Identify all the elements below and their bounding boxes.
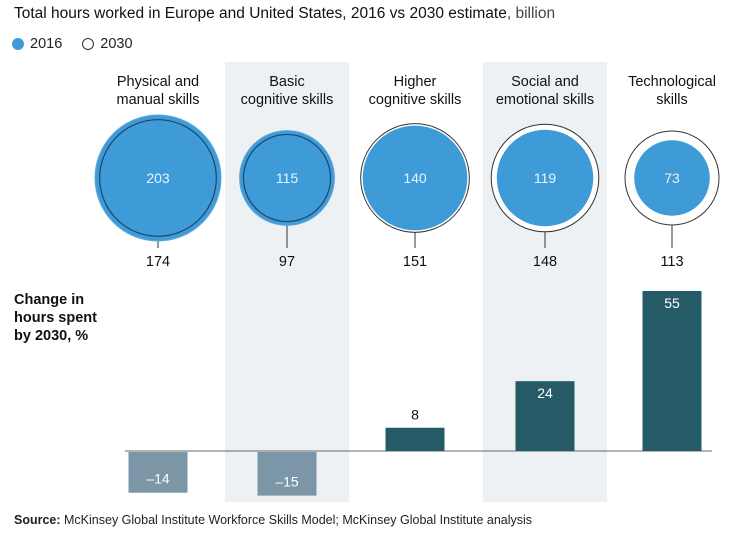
bubble-2016 — [362, 125, 468, 231]
axis-label-line: Change in — [14, 292, 85, 308]
filled-circle-icon — [12, 38, 24, 50]
bubble-value-2030: 148 — [533, 254, 557, 270]
category-label: emotional skills — [496, 92, 594, 108]
source-label: Source: — [14, 513, 61, 527]
category-label: Physical and — [117, 74, 199, 90]
bubble-2016 — [496, 129, 594, 227]
legend-label: 2030 — [100, 36, 133, 52]
legend-label: 2016 — [30, 36, 63, 52]
category-label: Basic — [269, 74, 304, 90]
bar-value-label: –14 — [146, 471, 170, 487]
category-label: manual skills — [117, 92, 200, 108]
axis-label-line: by 2030, % — [14, 328, 89, 344]
category-label: Technological — [628, 74, 716, 90]
bubble-2016 — [94, 114, 222, 242]
category-label: Social and — [511, 74, 579, 90]
bar — [385, 427, 445, 451]
title-unit: , billion — [506, 5, 556, 22]
axis-label-line: hours spent — [14, 310, 97, 326]
bubble-value-2030: 174 — [146, 254, 170, 270]
bar — [642, 291, 702, 451]
column-shade — [225, 62, 349, 502]
source-note: Source: McKinsey Global Institute Workfo… — [14, 513, 532, 527]
bubble-2030 — [99, 119, 217, 237]
bar — [515, 381, 575, 451]
bubble-2016 — [634, 140, 710, 216]
source-text: McKinsey Global Institute Workforce Skil… — [60, 513, 533, 527]
bubble-value-2030: 113 — [660, 254, 683, 270]
bubble-value-2016: 115 — [276, 170, 299, 186]
bar-axis-label: Change in hours spent by 2030, % — [14, 291, 97, 345]
bar-value-label: 55 — [664, 295, 680, 311]
legend-item-2030: 2030 — [82, 36, 133, 52]
category-label: cognitive skills — [241, 92, 334, 108]
category-label: cognitive skills — [369, 92, 462, 108]
bar-value-label: –15 — [275, 474, 299, 490]
bubble-value-2016: 73 — [664, 170, 680, 186]
bubble-value-2016: 119 — [534, 170, 557, 186]
bubble-2016 — [239, 130, 335, 226]
bubble-value-2016: 203 — [146, 170, 170, 186]
bubble-value-2016: 140 — [403, 170, 427, 186]
category-label: skills — [656, 92, 687, 108]
legend-item-2016: 2016 — [12, 36, 62, 52]
bubble-2030 — [242, 133, 332, 223]
open-circle-icon — [82, 38, 95, 50]
bubble-value-2030: 151 — [403, 254, 427, 270]
title-text: Total hours worked in Europe and United … — [14, 5, 507, 22]
bar — [128, 452, 188, 493]
bar — [257, 452, 317, 496]
bar-value-label: 8 — [411, 407, 419, 423]
bubble-value-2030: 97 — [279, 254, 295, 270]
legend: 2016 2030 — [12, 36, 133, 52]
category-label: Higher — [394, 74, 437, 90]
chart-title: Total hours worked in Europe and United … — [14, 5, 555, 23]
bar-value-label: 24 — [537, 385, 553, 401]
